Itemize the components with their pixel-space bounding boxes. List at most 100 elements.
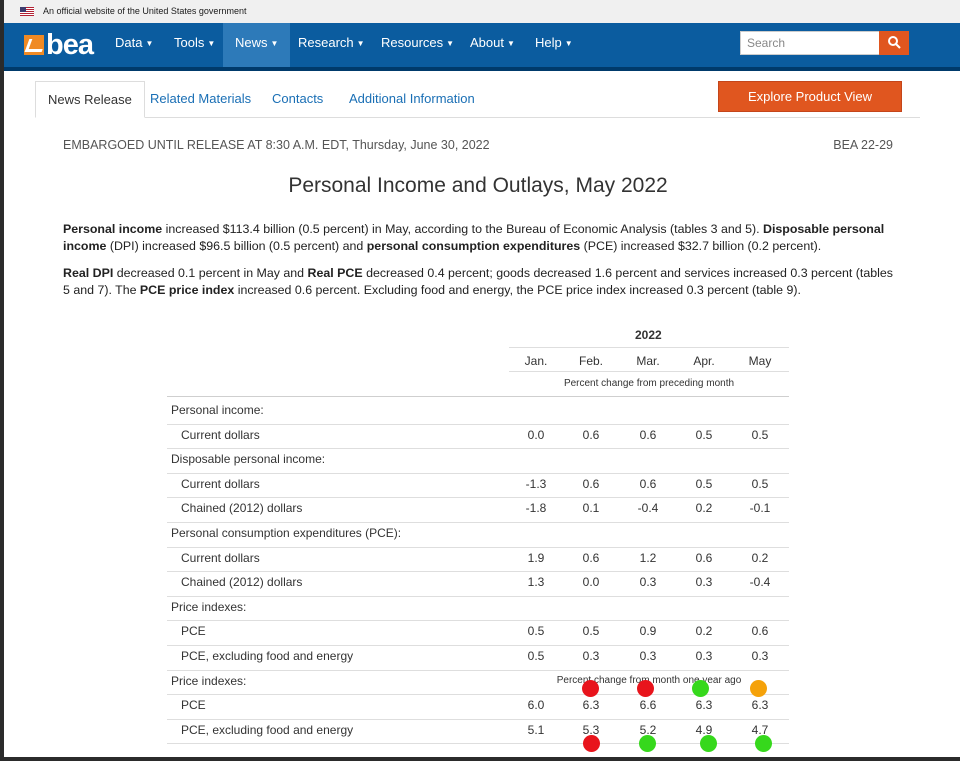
table-cell-value: 0.6: [582, 476, 600, 491]
table-cell-value: 0.3: [582, 649, 600, 663]
tab-news-release[interactable]: News Release: [35, 81, 145, 118]
table-row-label: Price indexes:: [171, 599, 247, 614]
table-cell-value: 6.3: [582, 698, 600, 713]
nav-data-label: Data: [115, 35, 143, 50]
table-top-rule: [167, 396, 789, 397]
embargo-notice: EMBARGOED UNTIL RELEASE AT 8:30 A.M. EDT…: [63, 138, 490, 152]
table-cell-value: 6.0: [527, 698, 545, 713]
table-row-label: Personal consumption expenditures (PCE):: [171, 526, 402, 540]
table-row-divider: [167, 669, 789, 671]
table-cell-value: -0.1: [749, 501, 771, 516]
bea-logo-icon: [24, 35, 44, 55]
table-cell-value: 1.9: [527, 550, 545, 565]
table-cell-value: -1.8: [525, 501, 547, 516]
table-row-divider: [167, 694, 789, 696]
release-number: BEA 22-29: [833, 138, 893, 152]
table-row-divider: [167, 718, 789, 720]
table-row-label: Current dollars: [181, 476, 260, 491]
search-input[interactable]: [740, 31, 882, 55]
table-row-label: PCE, excluding food and energy: [181, 649, 354, 663]
explore-product-view-button[interactable]: Explore Product View: [718, 81, 902, 112]
table-row-label: Current dollars: [181, 427, 260, 442]
main-navbar: bea Data ▼ Tools ▼ News ▼ Research ▼ Resourc…: [4, 23, 960, 71]
table-row-divider: [167, 571, 789, 573]
table-cell-value: 0.3: [639, 649, 657, 663]
table-cell-value: 0.9: [639, 624, 657, 639]
table-row-divider: [167, 620, 789, 622]
table-cell-value: -0.4: [637, 501, 659, 516]
table-row-label: PCE: [181, 698, 206, 713]
table-cell-value: 0.2: [751, 550, 769, 565]
nav-data[interactable]: Data ▼: [111, 23, 157, 67]
table-cell-value: 0.0: [527, 427, 545, 442]
search-button[interactable]: [879, 31, 909, 55]
table-month-header: Apr.: [693, 354, 715, 368]
nav-news-label: News: [235, 35, 268, 50]
table-row-label: Price indexes:: [171, 673, 247, 688]
table-cell-value: 1.3: [527, 575, 545, 590]
red-marker-icon: [637, 680, 654, 697]
table-cell-value: 0.3: [639, 575, 657, 590]
bea-logo-text: bea: [46, 29, 94, 61]
table-month-header: Mar.: [636, 354, 660, 368]
table-cell-value: 0.6: [582, 427, 600, 442]
gov-banner-text: An official website of the United States…: [43, 6, 247, 16]
paragraph-text: (PCE) increased $32.7 billion (0.2 perce…: [580, 239, 822, 253]
nav-help[interactable]: Help ▼: [531, 23, 577, 67]
paragraph-text: increased 0.6 percent. Excluding food an…: [234, 283, 801, 297]
nav-tools[interactable]: Tools ▼: [170, 23, 219, 67]
green-marker-icon: [639, 735, 656, 752]
release-tabs: News Release Related Materials Contacts …: [35, 81, 920, 118]
caret-down-icon: ▼: [356, 39, 365, 48]
search-icon: [888, 35, 901, 49]
page-title: Personal Income and Outlays, May 2022: [288, 174, 668, 197]
table-cell-value: 0.6: [639, 427, 657, 442]
caret-down-icon: ▼: [506, 39, 515, 48]
paragraph-text: increased $113.4 billion (0.5 percent) i…: [162, 222, 763, 236]
bold-term: Personal income: [63, 222, 163, 236]
caret-down-icon: ▼: [446, 39, 455, 48]
table-row-label: PCE, excluding food and energy: [181, 722, 354, 737]
table-cell-value: 0.5: [751, 427, 769, 442]
tab-contacts[interactable]: Contacts: [272, 91, 324, 106]
green-marker-icon: [700, 735, 717, 752]
caret-down-icon: ▼: [270, 39, 279, 48]
table-cell-value: 0.5: [695, 427, 713, 442]
table-cell-value: 0.5: [751, 476, 769, 491]
table-cell-value: 1.2: [639, 550, 657, 565]
us-flag-icon: [20, 7, 34, 16]
table-cell-value: 0.5: [695, 476, 713, 491]
table-cell-value: 6.6: [639, 698, 657, 713]
bold-term: PCE price index: [139, 283, 235, 297]
table-cell-value: 6.3: [695, 698, 713, 713]
table-month-header: Jan.: [524, 354, 548, 368]
bea-logo[interactable]: bea: [24, 29, 94, 61]
table-cell-value: 0.0: [582, 575, 600, 590]
table-row-divider: [167, 522, 789, 523]
table-row-label: Chained (2012) dollars: [181, 501, 303, 516]
table-cell-value: -1.3: [525, 476, 547, 491]
nav-news[interactable]: News ▼: [223, 23, 291, 67]
bold-term: Real DPI: [63, 266, 114, 280]
nav-about[interactable]: About ▼: [466, 23, 519, 67]
table-year-header: 2022: [635, 328, 662, 342]
nav-research[interactable]: Research ▼: [294, 23, 369, 67]
table-cell-value: 5.3: [582, 722, 600, 737]
nav-resources-label: Resources: [381, 35, 444, 50]
caret-down-icon: ▼: [145, 39, 154, 48]
summary-paragraph-1: Personal income increased $113.4 billion…: [63, 221, 901, 255]
tab-additional-information[interactable]: Additional Information: [349, 91, 475, 106]
table-row-divider: [167, 497, 789, 499]
nav-help-label: Help: [535, 35, 562, 50]
table-cell-value: -0.4: [749, 575, 771, 590]
caret-down-icon: ▼: [207, 39, 216, 48]
paragraph-text: decreased 0.4 percent; goods decreased 1…: [63, 266, 893, 297]
table-row-label: Disposable personal income:: [171, 452, 326, 467]
table-cell-value: 0.2: [695, 624, 713, 639]
tab-related-materials[interactable]: Related Materials: [150, 91, 252, 106]
nav-resources[interactable]: Resources ▼: [377, 23, 458, 67]
table-row-label: Personal income:: [171, 403, 264, 417]
table-cell-value: 5.2: [639, 722, 657, 737]
table-cell-value: 0.3: [751, 649, 769, 663]
table-cell-value: 0.5: [527, 649, 545, 663]
